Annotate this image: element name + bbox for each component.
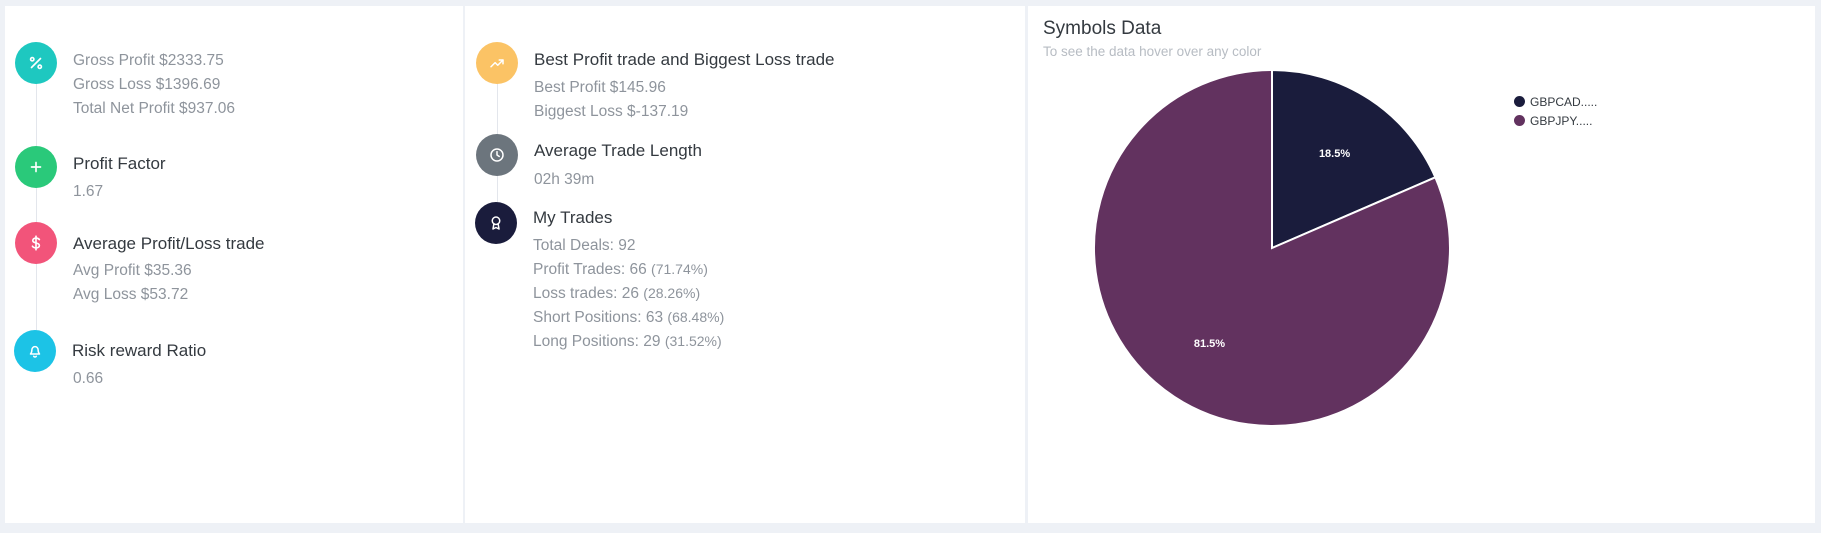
pie-slice-0[interactable] [1271, 68, 1437, 250]
trades-card: Best Profit trade and Biggest Loss trade… [465, 6, 1025, 523]
trending-up-icon [476, 42, 518, 84]
loss-trades: Loss trades: 26 (28.26%) [533, 285, 700, 303]
long-positions-pct: (31.52%) [664, 333, 722, 349]
plus-icon [15, 146, 57, 188]
risk-reward-value: 0.66 [73, 370, 104, 387]
best-worst-title: Best Profit trade and Biggest Loss trade [534, 50, 835, 69]
my-trades-title: My Trades [533, 208, 613, 227]
profit-factor-value: 1.67 [73, 183, 104, 200]
performance-card: Gross Profit $2333.75 Gross Loss $1396.6… [5, 6, 463, 523]
total-deals: Total Deals: 92 [533, 237, 636, 254]
risk-reward-title: Risk reward Ratio [72, 341, 207, 360]
total-net-profit: Total Net Profit $937.06 [73, 100, 235, 117]
short-positions: Short Positions: 63 (68.48%) [533, 309, 724, 327]
dollar-icon [15, 222, 57, 264]
gross-profit: Gross Profit $2333.75 [73, 52, 224, 69]
profit-trades-pct: (71.74%) [651, 261, 708, 277]
loss-trades-count: Loss trades: 26 [533, 285, 639, 302]
avg-profit-loss-title: Average Profit/Loss trade [73, 234, 265, 253]
percent-icon [15, 42, 57, 84]
legend-item-0[interactable]: GBPCAD..... [1514, 92, 1597, 111]
long-positions-count: Long Positions: 29 [533, 333, 661, 350]
best-profit: Best Profit $145.96 [534, 79, 666, 96]
gross-loss: Gross Loss $1396.69 [73, 76, 221, 93]
avg-length-value: 02h 39m [534, 171, 595, 188]
award-icon [475, 202, 517, 244]
pie-label-1: 81.5% [1194, 338, 1225, 350]
legend-dot [1514, 115, 1525, 126]
symbols-subtitle: To see the data hover over any color [1043, 44, 1262, 59]
pie-label-0: 18.5% [1319, 148, 1350, 160]
loss-trades-pct: (28.26%) [643, 285, 701, 301]
profit-factor-title: Profit Factor [73, 154, 166, 173]
symbols-pie-chart: 18.5% 81.5% [1093, 68, 1451, 427]
avg-profit: Avg Profit $35.36 [73, 262, 192, 279]
avg-length-title: Average Trade Length [534, 141, 702, 160]
bell-icon [14, 330, 56, 372]
profit-trades: Profit Trades: 66 (71.74%) [533, 261, 708, 279]
legend-dot [1514, 96, 1525, 107]
symbols-title: Symbols Data [1043, 18, 1162, 39]
long-positions: Long Positions: 29 (31.52%) [533, 333, 722, 351]
legend-item-1[interactable]: GBPJPY..... [1514, 111, 1597, 130]
legend-label: GBPJPY..... [1530, 113, 1593, 128]
short-positions-count: Short Positions: 63 [533, 309, 664, 326]
timeline-connector [36, 76, 37, 331]
legend-label: GBPCAD..... [1530, 94, 1598, 109]
avg-loss: Avg Loss $53.72 [73, 286, 189, 303]
short-positions-pct: (68.48%) [667, 309, 725, 325]
pie-legend: GBPCAD..... GBPJPY..... [1514, 92, 1597, 130]
biggest-loss: Biggest Loss $-137.19 [534, 103, 689, 120]
profit-trades-count: Profit Trades: 66 [533, 261, 647, 278]
clock-icon [476, 134, 518, 176]
pie-slice-1[interactable] [1093, 68, 1451, 427]
symbols-card: Symbols Data To see the data hover over … [1028, 6, 1815, 523]
